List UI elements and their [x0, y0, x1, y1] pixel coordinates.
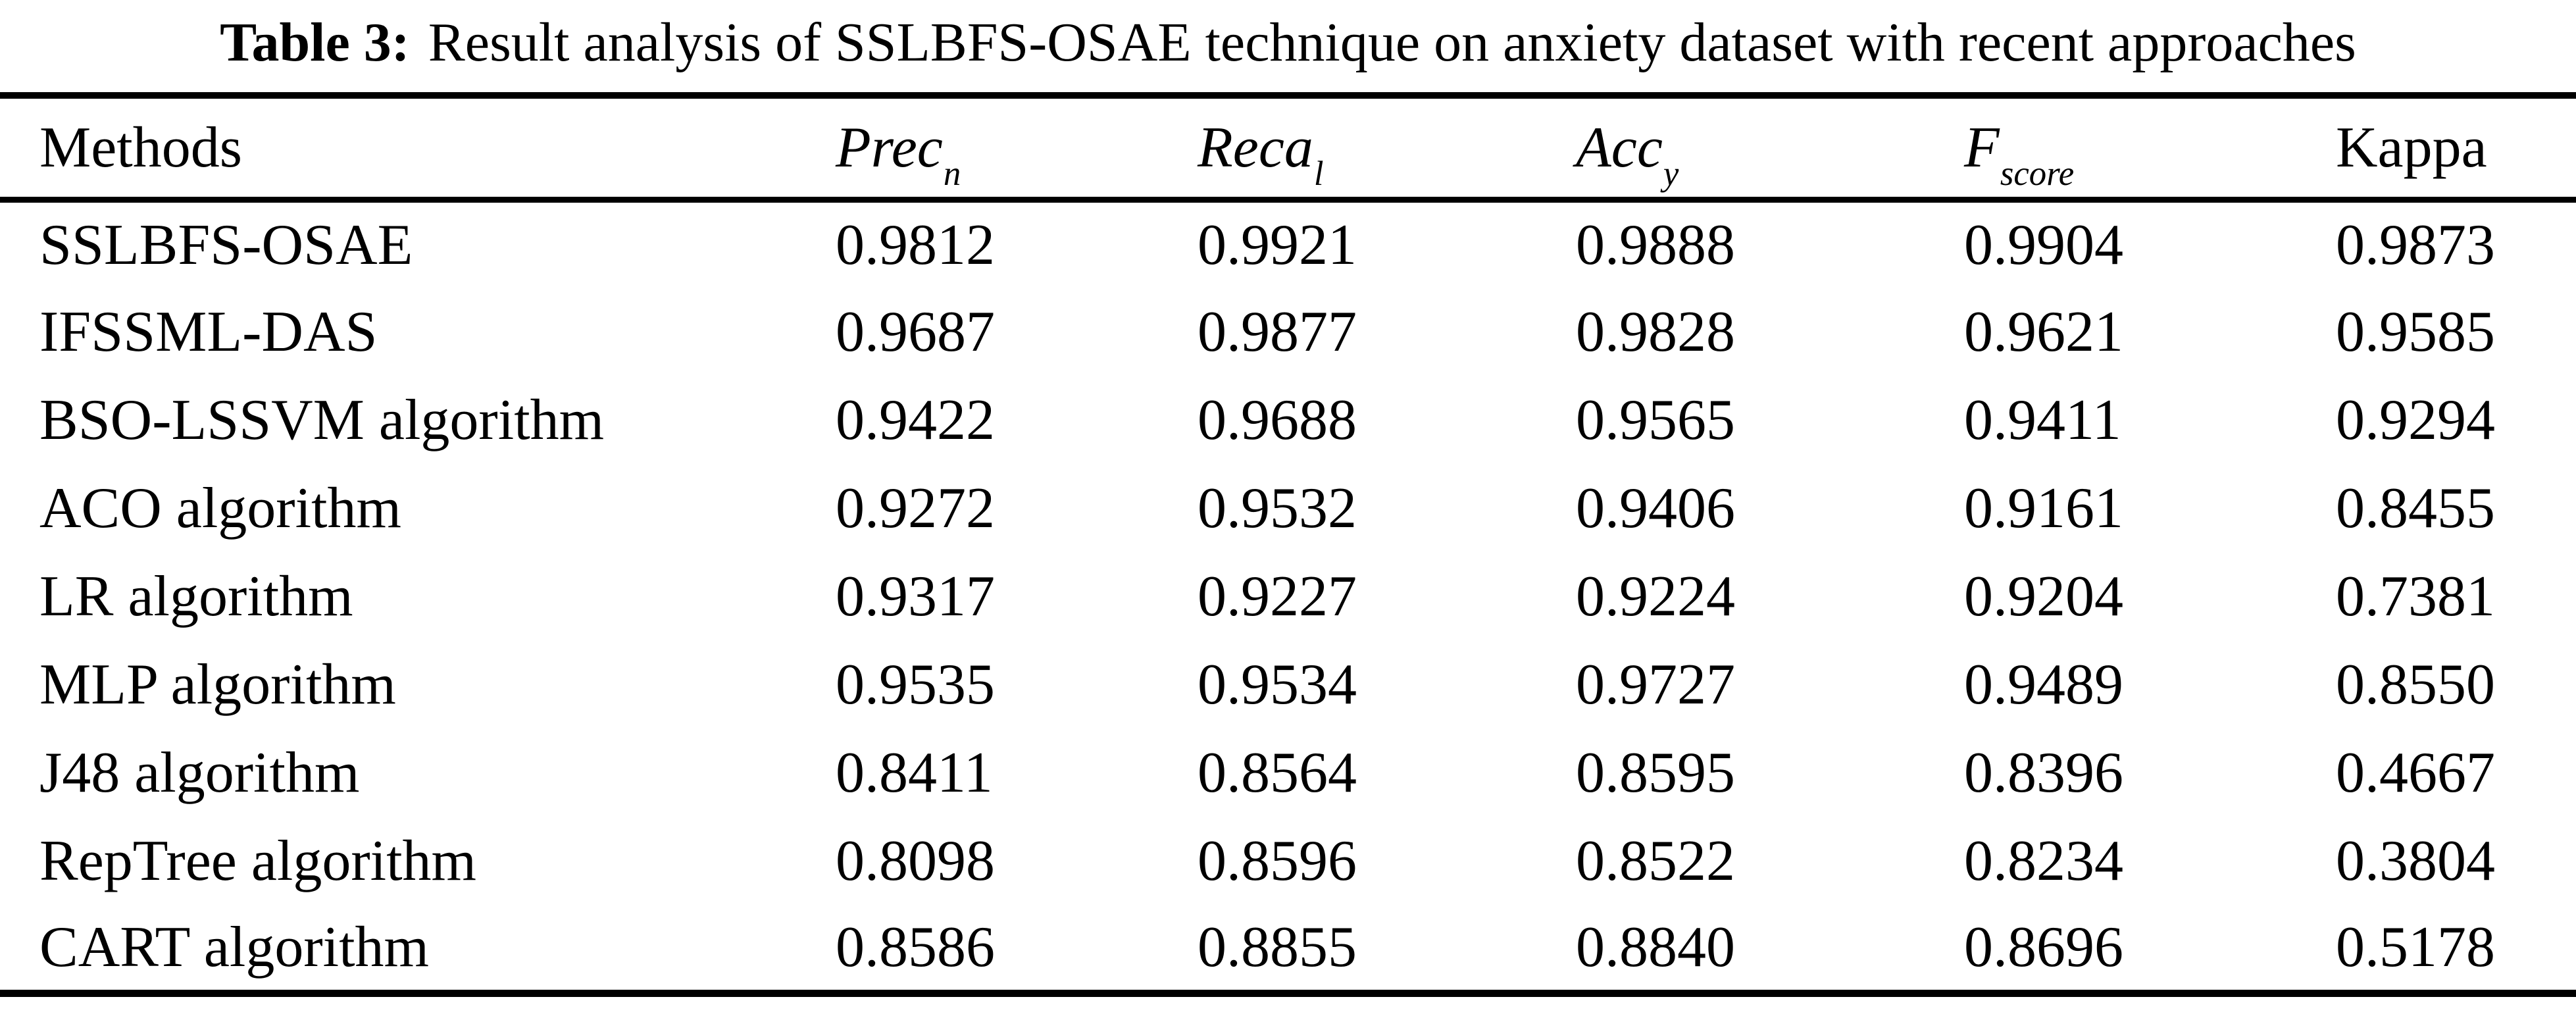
value-cell: 0.9904 — [1964, 213, 2123, 277]
table-row: BSO-LSSVM algorithm 0.9422 0.9688 0.9565 0.… — [0, 376, 2576, 464]
value-cell: 0.9877 — [1198, 299, 1357, 364]
header-row: Methods Precn Recal Accy Fscore Kappa — [0, 95, 2576, 199]
table-row: LR algorithm 0.9317 0.9227 0.9224 0.9204 0.7… — [0, 552, 2576, 640]
value-cell: 0.8550 — [2336, 652, 2495, 717]
value-cell: 0.8596 — [1198, 829, 1357, 893]
table-row: SSLBFS-OSAE 0.9812 0.9921 0.9888 0.9904 0.98… — [0, 199, 2576, 288]
value-cell: 0.8234 — [1964, 829, 2123, 893]
method-cell: MLP algorithm — [39, 652, 396, 717]
table-row: RepTree algorithm 0.8098 0.8596 0.8522 0.82… — [0, 817, 2576, 905]
value-cell: 0.8586 — [836, 915, 995, 979]
value-cell: 0.9921 — [1198, 213, 1357, 277]
value-cell: 0.9224 — [1576, 564, 1735, 628]
value-cell: 0.9411 — [1964, 388, 2121, 452]
column-header: Fscore — [1964, 95, 2336, 199]
value-cell: 0.5178 — [2336, 915, 2495, 979]
column-subscript: y — [1663, 154, 1679, 193]
value-cell: 0.9585 — [2336, 299, 2495, 364]
method-cell: CART algorithm — [39, 915, 429, 979]
column-subscript: l — [1313, 154, 1324, 193]
method-cell: LR algorithm — [39, 564, 353, 628]
table-row: ACO algorithm 0.9272 0.9532 0.9406 0.9161 0.… — [0, 464, 2576, 552]
column-label: Methods — [39, 115, 242, 180]
method-cell: RepTree algorithm — [39, 829, 476, 893]
value-cell: 0.4667 — [2336, 740, 2495, 805]
value-cell: 0.9422 — [836, 388, 995, 452]
value-cell: 0.9873 — [2336, 213, 2495, 277]
column-header: Precn — [836, 95, 1198, 199]
column-label: Prec — [836, 115, 943, 180]
value-cell: 0.8455 — [2336, 476, 2495, 540]
value-cell: 0.9727 — [1576, 652, 1735, 717]
value-cell: 0.8564 — [1198, 740, 1357, 805]
table-caption-label: Table 3: — [220, 12, 410, 73]
column-label: Acc — [1576, 115, 1663, 180]
value-cell: 0.9688 — [1198, 388, 1357, 452]
column-subscript: n — [943, 154, 961, 193]
method-cell: BSO-LSSVM algorithm — [39, 388, 605, 452]
value-cell: 0.9532 — [1198, 476, 1357, 540]
table-caption: Table 3: Result analysis of SSLBFS-OSAE t… — [0, 8, 2576, 77]
value-cell: 0.9406 — [1576, 476, 1735, 540]
value-cell: 0.9687 — [836, 299, 995, 364]
column-subscript: score — [2000, 154, 2075, 193]
method-cell: ACO algorithm — [39, 476, 401, 540]
value-cell: 0.8411 — [836, 740, 993, 805]
value-cell: 0.9888 — [1576, 213, 1735, 277]
value-cell: 0.9161 — [1964, 476, 2123, 540]
table-row: MLP algorithm 0.9535 0.9534 0.9727 0.9489 0.… — [0, 640, 2576, 728]
value-cell: 0.9812 — [836, 213, 995, 277]
value-cell: 0.9535 — [836, 652, 995, 717]
value-cell: 0.9272 — [836, 476, 995, 540]
value-cell: 0.9227 — [1198, 564, 1357, 628]
value-cell: 0.8595 — [1576, 740, 1735, 805]
value-cell: 0.9294 — [2336, 388, 2495, 452]
value-cell: 0.9621 — [1964, 299, 2123, 364]
method-cell: IFSSML-DAS — [39, 299, 378, 364]
table-row: IFSSML-DAS 0.9687 0.9877 0.9828 0.9621 0.958… — [0, 288, 2576, 376]
column-header: Kappa — [2336, 95, 2576, 199]
table-caption-text: Result analysis of SSLBFS-OSAE technique… — [428, 12, 2356, 73]
value-cell: 0.9534 — [1198, 652, 1357, 717]
column-label: F — [1964, 115, 2000, 180]
results-table: Methods Precn Recal Accy Fscore Kappa SSLBFS-… — [0, 92, 2576, 997]
value-cell: 0.8522 — [1576, 829, 1735, 893]
value-cell: 0.8396 — [1964, 740, 2123, 805]
value-cell: 0.8840 — [1576, 915, 1735, 979]
value-cell: 0.9204 — [1964, 564, 2123, 628]
method-cell: J48 algorithm — [39, 740, 360, 805]
column-label: Reca — [1198, 115, 1313, 180]
table-body: SSLBFS-OSAE 0.9812 0.9921 0.9888 0.9904 0.98… — [0, 199, 2576, 993]
value-cell: 0.9317 — [836, 564, 995, 628]
value-cell: 0.9828 — [1576, 299, 1735, 364]
column-label: Kappa — [2336, 115, 2487, 180]
table-row: CART algorithm 0.8586 0.8855 0.8840 0.8696 0… — [0, 905, 2576, 993]
value-cell: 0.3804 — [2336, 829, 2495, 893]
column-header: Recal — [1198, 95, 1576, 199]
column-header: Accy — [1576, 95, 1964, 199]
value-cell: 0.8696 — [1964, 915, 2123, 979]
value-cell: 0.7381 — [2336, 564, 2495, 628]
value-cell: 0.9565 — [1576, 388, 1735, 452]
column-header: Methods — [0, 95, 836, 199]
value-cell: 0.8855 — [1198, 915, 1357, 979]
value-cell: 0.8098 — [836, 829, 995, 893]
method-cell: SSLBFS-OSAE — [39, 213, 413, 277]
table-row: J48 algorithm 0.8411 0.8564 0.8595 0.8396 0.… — [0, 728, 2576, 817]
value-cell: 0.9489 — [1964, 652, 2123, 717]
